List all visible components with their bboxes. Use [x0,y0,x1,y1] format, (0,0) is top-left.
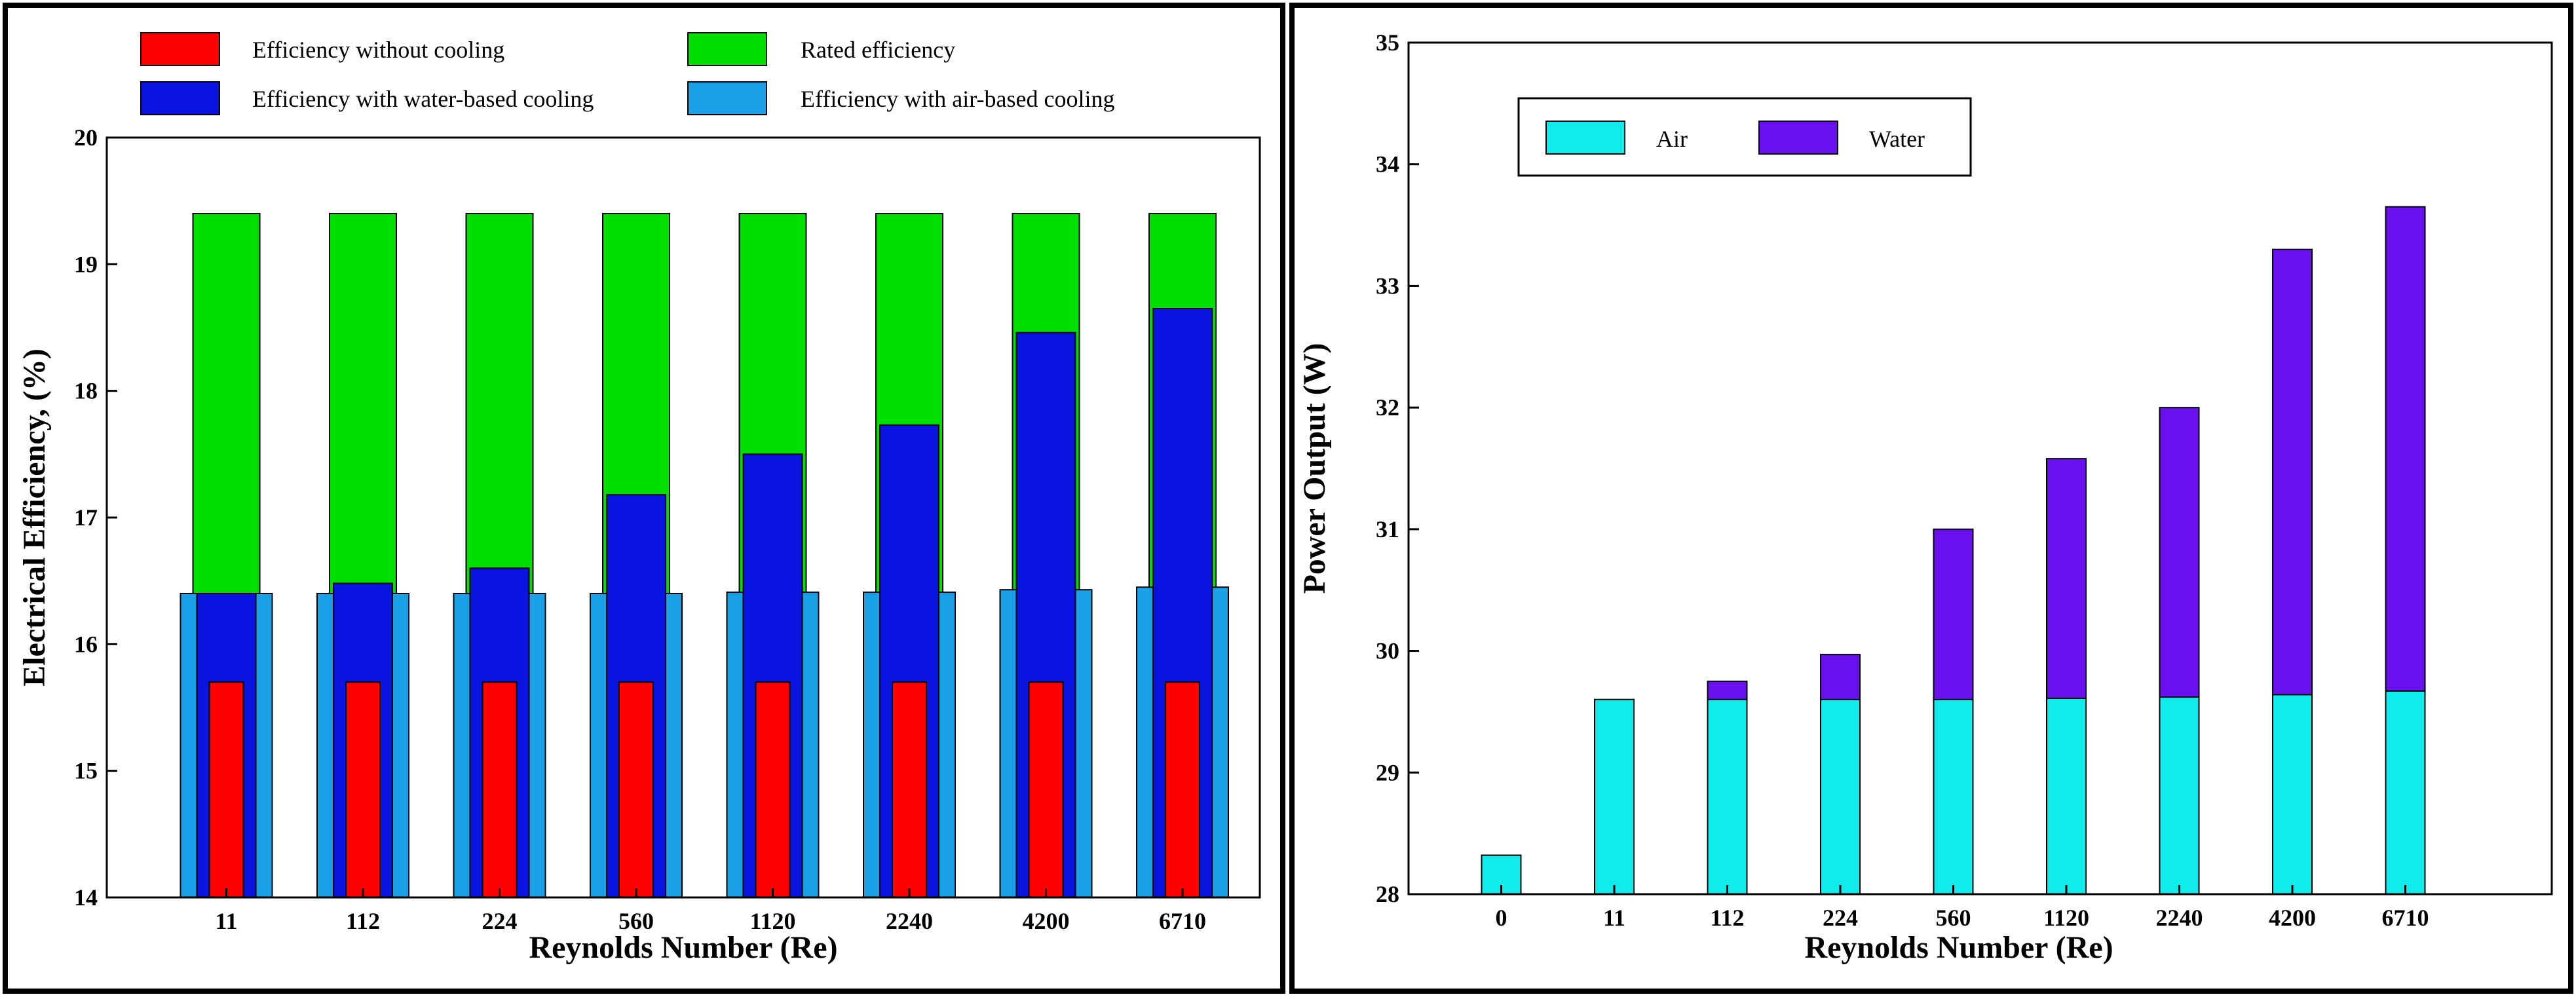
power-output-chart: 28 29 30 31 32 33 34 35 0 11 112 224 560 1120 2240 420… [1297,29,2553,965]
legend-swatch-water [1758,121,1838,155]
bar-air-112 [1707,698,1748,895]
y-tick-label: 19 [74,251,98,277]
bar-air-11 [1594,698,1635,895]
efficiency-y-axis-title: Electrical Efficiency, (%) [17,349,52,687]
y-tick-label: 15 [74,758,98,784]
y-tick-label: 17 [74,504,98,531]
bar-efficiency-without-cooling-560 [618,681,654,899]
bar-efficiency-without-cooling-2240 [892,681,927,899]
x-tick-label: 112 [346,908,380,934]
y-tick-label: 20 [74,124,98,151]
y-tick-label: 29 [1376,759,1399,785]
x-tick-label: 6710 [2382,905,2429,931]
x-tick-label: 2240 [2156,905,2203,931]
x-tick-label: 6710 [1159,908,1206,934]
efficiency-chart: 14 15 16 17 18 19 20 11 112 224 560 1120 2240 4200 67… [17,32,1261,965]
bar-efficiency-without-cooling-1120 [755,681,791,899]
x-tick-label: 0 [1496,905,1507,931]
y-tick-label: 16 [74,631,98,657]
bar-efficiency-without-cooling-11 [208,681,244,899]
y-tick-label: 35 [1376,29,1399,56]
efficiency-bars [180,213,1229,899]
x-tick-label: 11 [215,908,237,934]
bar-efficiency-without-cooling-6710 [1165,681,1200,899]
efficiency-x-ticks: 11 112 224 560 1120 2240 4200 6710 [215,888,1206,934]
x-tick-label: 560 [618,908,654,934]
bar-air-4200 [2272,694,2313,895]
legend-label-without-cooling: Efficiency without cooling [252,37,504,63]
efficiency-legend: Efficiency without cooling Efficiency wi… [140,32,1114,115]
y-tick-label: 31 [1376,516,1399,542]
x-tick-label: 4200 [2269,905,2316,931]
legend-label-air: Air [1656,126,1688,152]
legend-label-water: Water [1869,126,1925,152]
x-tick-label: 1120 [749,908,795,934]
left-panel-frame [3,3,1285,994]
legend-label-air-cooling: Efficiency with air-based cooling [801,86,1114,112]
x-tick-label: 2240 [886,908,933,934]
x-tick-label: 112 [1710,905,1744,931]
x-tick-label: 224 [1823,905,1858,931]
bar-air-560 [1933,698,1974,895]
legend-swatch-air-cooling [687,81,767,115]
legend-label-rated: Rated efficiency [801,37,955,63]
right-panel-frame [1289,3,2573,994]
power-output-bars [1481,206,2426,895]
x-tick-label: 1120 [2043,905,2089,931]
bar-air-1120 [2046,698,2087,895]
legend-label-water-cooling: Efficiency with water-based cooling [252,86,594,112]
efficiency-x-axis-title: Reynolds Number (Re) [529,930,837,965]
y-tick-label: 30 [1376,638,1399,664]
legend-swatch-water-cooling [140,81,220,115]
x-tick-label: 11 [1603,905,1625,931]
y-tick-label: 28 [1376,881,1399,907]
y-tick-label: 14 [74,884,98,911]
bar-efficiency-without-cooling-4200 [1028,681,1064,899]
bar-air-6710 [2385,690,2426,895]
bar-efficiency-without-cooling-112 [345,681,381,899]
power-legend: Air Water [1517,97,1972,177]
legend-swatch-air [1545,121,1625,155]
x-tick-label: 4200 [1023,908,1070,934]
x-tick-label: 224 [482,908,518,934]
y-tick-label: 33 [1376,273,1399,299]
bar-air-2240 [2159,696,2200,895]
power-x-axis-title: Reynolds Number (Re) [1804,930,2113,965]
efficiency-y-ticks: 14 15 16 17 18 19 20 [74,124,117,911]
power-plot-frame [1407,41,2553,895]
power-y-axis-title: Power Output (W) [1297,343,1332,594]
x-tick-label: 560 [1936,905,1971,931]
power-x-ticks: 0 11 112 224 560 1120 2240 4200 6710 [1496,885,2429,931]
bar-efficiency-without-cooling-224 [482,681,518,899]
y-tick-label: 34 [1376,151,1399,178]
y-tick-label: 18 [74,378,98,404]
y-tick-label: 32 [1376,394,1399,421]
bar-air-224 [1820,698,1861,895]
power-y-ticks: 28 29 30 31 32 33 34 35 [1376,29,1419,907]
legend-swatch-without-cooling [140,32,220,66]
legend-swatch-rated [687,32,767,66]
